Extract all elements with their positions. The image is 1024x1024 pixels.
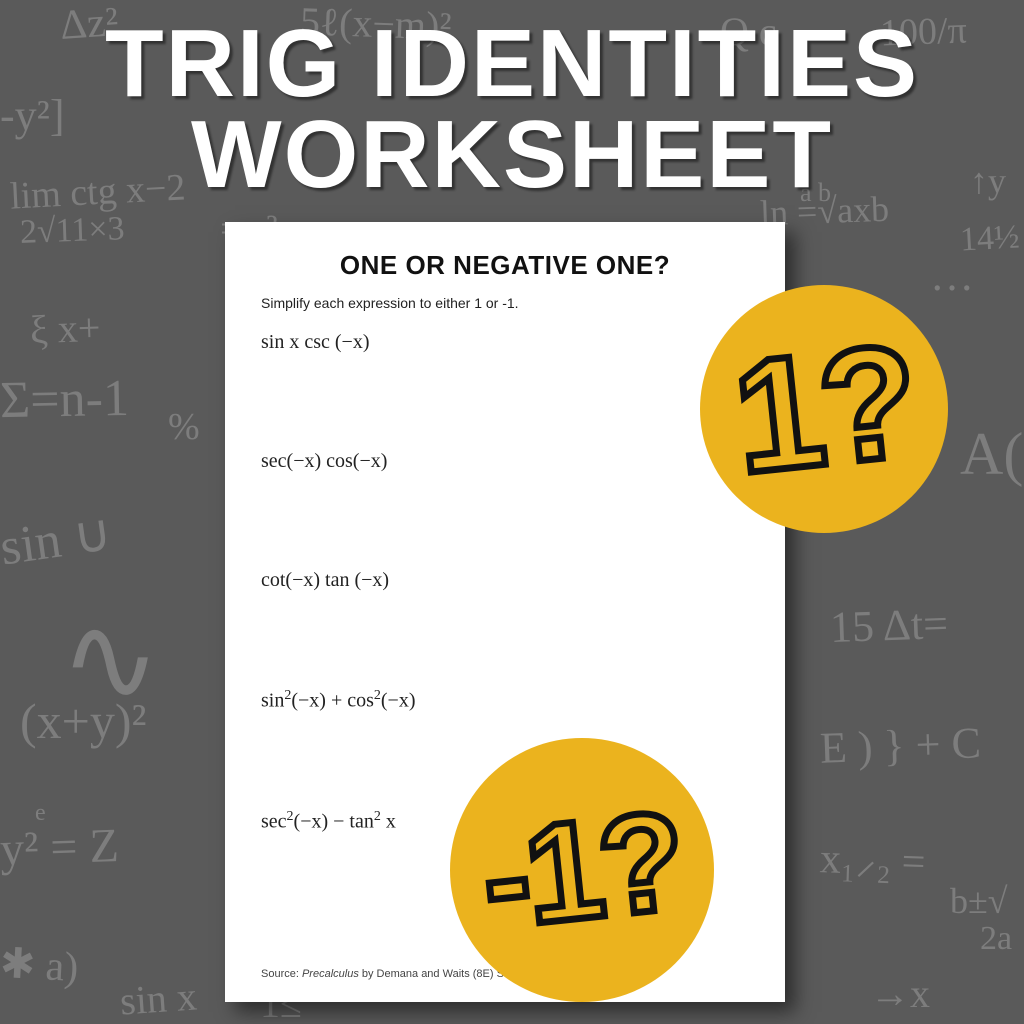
chalk-formula: 2a — [980, 920, 1012, 958]
chalk-formula: sin x — [118, 972, 198, 1024]
badge-negative-one-text: -1? — [476, 790, 688, 950]
chalk-formula: 2√11×3 — [19, 210, 125, 252]
worksheet-heading: ONE OR NEGATIVE ONE? — [261, 250, 749, 281]
badge-one: 1? — [700, 285, 948, 533]
chalk-formula: y² = Z — [0, 818, 120, 877]
expression-3: cot(−x) tan (−x) — [261, 569, 749, 592]
expression-1: sin x csc (−x) — [261, 331, 749, 354]
expression-2: sec(−x) cos(−x) — [261, 450, 749, 473]
chalk-formula: E ) } + C — [819, 717, 981, 774]
chalk-formula: Σ=n-1 — [0, 369, 129, 430]
chalk-formula: … — [930, 250, 974, 301]
source-title: Precalculus — [302, 968, 359, 980]
chalk-formula: e — [35, 800, 46, 827]
badge-one-text: 1? — [727, 320, 921, 498]
chalk-formula: b±√ — [950, 880, 1008, 922]
chalk-formula: →x — [870, 970, 930, 1017]
chalk-formula: 15 Δt= — [829, 598, 949, 653]
chalk-formula: 14½ — [959, 218, 1020, 259]
chalk-formula: ✱ a) — [0, 938, 80, 992]
source-prefix: Source: — [261, 968, 302, 980]
worksheet-instructions: Simplify each expression to either 1 or … — [261, 295, 749, 311]
chalk-formula: (x+y)² — [20, 692, 147, 750]
chalk-formula: x₁⸝₂ = — [819, 828, 926, 889]
chalk-formula: A( — [960, 420, 1023, 489]
chalk-formula: sin ∪ — [0, 503, 115, 578]
chalk-formula: % — [168, 405, 200, 449]
chalk-formula: ξ x+ — [29, 304, 101, 353]
main-title: TRIG IDENTITIES WORKSHEET — [0, 18, 1024, 200]
chalk-formula: ∿ — [60, 590, 161, 729]
badge-negative-one: -1? — [450, 738, 714, 1002]
expression-4: sin2(−x) + cos2(−x) — [261, 688, 749, 713]
title-line-2: WORKSHEET — [191, 101, 833, 208]
